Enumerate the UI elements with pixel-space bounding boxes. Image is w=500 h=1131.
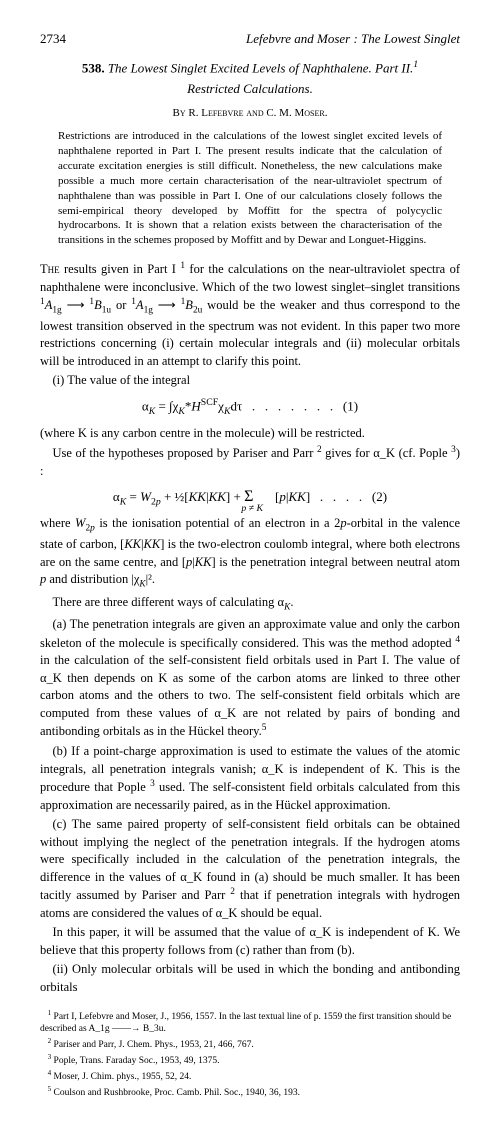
footnote-1: 1 Part I, Lefebvre and Moser, J., 1956, … <box>40 1009 460 1036</box>
item-i: (i) The value of the integral <box>40 372 460 390</box>
fn2-text: Pariser and Parr, J. Chem. Phys., 1953, … <box>51 1040 254 1050</box>
equation-1: αK = ∫χK*HSCFχKdτ . . . . . . . (1) <box>40 396 460 419</box>
paragraph-3: There are three different ways of calcul… <box>40 594 460 615</box>
paragraph-d: In this paper, it will be assumed that t… <box>40 924 460 959</box>
footnotes: 1 Part I, Lefebvre and Moser, J., 1956, … <box>40 1004 460 1100</box>
article-title: 538. The Lowest Singlet Excited Levels o… <box>40 58 460 78</box>
footnote-5: 5 Coulson and Rushbrooke, Proc. Camb. Ph… <box>40 1085 460 1100</box>
fn3-text: Pople, Trans. Faraday Soc., 1953, 49, 13… <box>51 1057 219 1067</box>
useHyp-a: Use of the hypotheses proposed by Parise… <box>53 446 317 460</box>
use-hypotheses: Use of the hypotheses proposed by Parise… <box>40 444 460 480</box>
after-eq1: (where K is any carbon centre in the mol… <box>40 425 460 443</box>
article-title-text: The Lowest Singlet Excited Levels of Nap… <box>108 61 413 76</box>
abstract: Restrictions are introduced in the calcu… <box>58 129 442 248</box>
page-number: 2734 <box>40 30 66 48</box>
article-subtitle: Restricted Calculations. <box>40 80 460 98</box>
pa-b: in the calculation of the self-consisten… <box>40 653 460 738</box>
p1b: results given in Part I <box>60 262 181 276</box>
drop-word: The <box>40 262 60 276</box>
byline: By R. Lefebvre and C. M. Moser. <box>40 106 460 121</box>
footnote-3: 3 Pople, Trans. Faraday Soc., 1953, 49, … <box>40 1053 460 1068</box>
footnote-4: 4 Moser, J. Chim. phys., 1955, 52, 24. <box>40 1069 460 1084</box>
running-title: Lefebvre and Moser : The Lowest Singlet <box>246 30 460 48</box>
equation-2: αK = W2p + ½[KK|KK] + Σp ≠ K[p|KK] . . .… <box>40 486 460 509</box>
article-number: 538. <box>82 61 105 76</box>
footnote-2: 2 Pariser and Parr, J. Chem. Phys., 1953… <box>40 1037 460 1052</box>
item-b: (b) If a point-charge approximation is u… <box>40 743 460 814</box>
paragraph-2: where W2p is the ionisation potential of… <box>40 515 460 591</box>
item-ii: (ii) Only molecular orbitals will be use… <box>40 961 460 996</box>
pa-a: (a) The penetration integrals are given … <box>40 617 460 650</box>
paragraph-1: The results given in Part I 1 for the ca… <box>40 260 460 370</box>
header: 2734 Lefebvre and Moser : The Lowest Sin… <box>40 30 460 48</box>
useHyp-b: gives for α_K (cf. Pople <box>322 446 452 460</box>
fn5-text: Coulson and Rushbrooke, Proc. Camb. Phil… <box>51 1089 300 1099</box>
item-c: (c) The same paired property of self-con… <box>40 816 460 922</box>
footnote-ref-4: 4 <box>455 635 460 645</box>
footnote-ref-5: 5 <box>262 723 267 733</box>
fn1-text: Part I, Lefebvre and Moser, J., 1956, 15… <box>40 1013 451 1035</box>
title-footnote-ref: 1 <box>413 59 418 70</box>
fn4-text: Moser, J. Chim. phys., 1955, 52, 24. <box>51 1073 191 1083</box>
